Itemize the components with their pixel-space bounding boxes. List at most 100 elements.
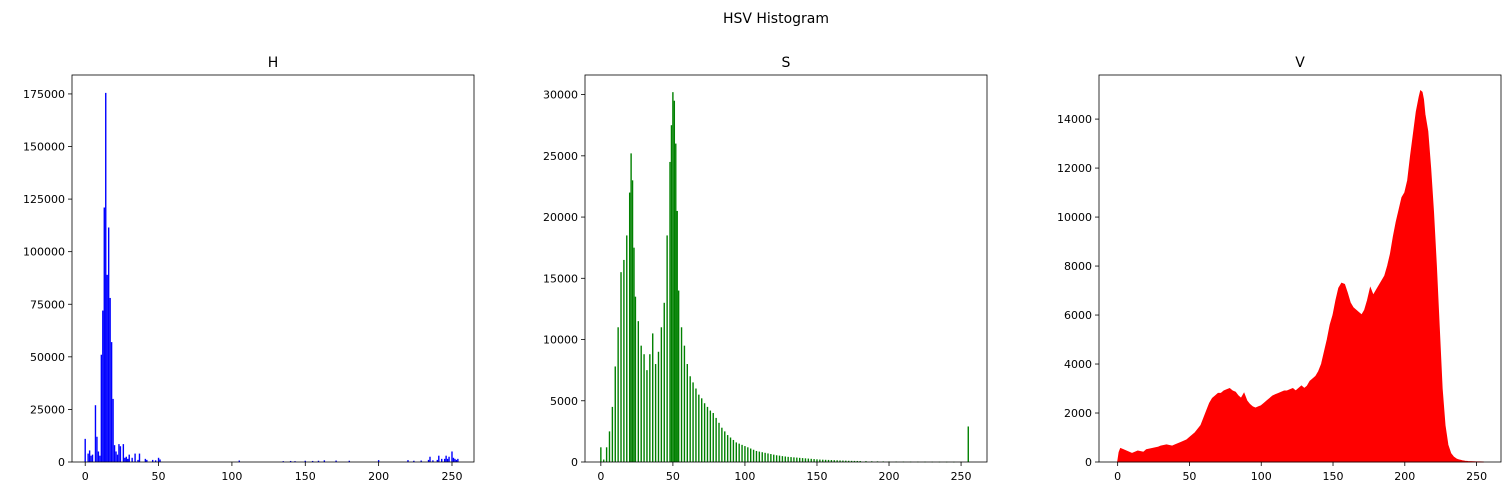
s-histogram-bar (761, 452, 763, 462)
s-histogram-bar (827, 459, 830, 462)
s-x-tick-label: 150 (806, 470, 827, 483)
v-panel-title: V (1295, 55, 1305, 71)
s-histogram-bar (787, 456, 789, 462)
h-axes-frame (71, 74, 475, 463)
s-histogram-bar (856, 460, 859, 462)
s-histogram-bar (611, 406, 614, 462)
h-histogram-bar (110, 342, 113, 462)
h-histogram-bar (282, 461, 284, 462)
h-histogram-bar (102, 310, 104, 462)
s-histogram-bar (712, 413, 714, 462)
s-histogram-bar (698, 394, 700, 462)
s-histogram-bar (692, 382, 694, 462)
h-histogram-bar (88, 450, 91, 462)
h-histogram-bar (420, 460, 422, 462)
s-histogram-bar (646, 370, 648, 462)
s-histogram-bar (729, 437, 732, 462)
h-histogram-bar (131, 457, 133, 462)
s-histogram-bar (628, 192, 631, 462)
v-x-tick-label: 150 (1323, 470, 1344, 483)
s-histogram-bar (836, 460, 838, 462)
h-histogram-bar (118, 444, 120, 462)
s-histogram-bar (764, 452, 766, 462)
s-histogram-bar (859, 461, 861, 462)
h-histogram-bar (96, 436, 98, 462)
v-x-tick-label: 0 (1114, 470, 1121, 483)
h-x-tick-label: 150 (295, 470, 316, 483)
h-x-tick-label: 100 (221, 470, 242, 483)
s-y-tick-label: 0 (571, 456, 578, 469)
h-histogram-bar (457, 458, 459, 462)
s-histogram-bar (666, 235, 668, 462)
s-y-tick-label: 15000 (543, 272, 578, 285)
v-y-tick-label: 14000 (1057, 113, 1092, 126)
s-histogram-bar (673, 100, 676, 462)
s-histogram-bar (741, 444, 743, 462)
h-histogram-bar (128, 454, 130, 462)
v-y-tick-label: 6000 (1064, 309, 1092, 322)
h-histogram-bar (119, 446, 122, 462)
s-histogram-bar (695, 388, 697, 462)
h-y-tick-label: 100000 (23, 246, 65, 259)
v-bars (1117, 90, 1484, 463)
h-histogram-bar (99, 455, 101, 462)
s-histogram-bar (643, 354, 645, 462)
v-histogram-panel: V 0 50 100 150 200 250 0 2000 4000 6000 8000 10000 12… (1057, 55, 1502, 483)
s-histogram-bar (600, 447, 602, 462)
h-histogram-bar (97, 451, 100, 462)
h-y-tick-label: 75000 (30, 298, 65, 311)
h-histogram-bar (84, 438, 86, 462)
s-histogram-bar (680, 327, 683, 462)
s-histogram-bar (865, 461, 867, 462)
s-histogram-bar (735, 442, 737, 462)
s-histogram-bar (816, 459, 818, 462)
h-histogram-bar (106, 274, 108, 462)
s-histogram-bar (758, 451, 761, 462)
s-histogram-bar (967, 426, 969, 462)
v-x-tick-label: 250 (1466, 470, 1487, 483)
s-histogram-bar (701, 398, 703, 462)
s-histogram-bar (724, 431, 726, 462)
h-histogram-bar (112, 398, 114, 462)
h-histogram-bar (113, 445, 116, 462)
h-histogram-bar (407, 460, 409, 462)
h-histogram-bar (413, 460, 415, 462)
s-histogram-bar (813, 459, 815, 462)
h-histogram-bar (127, 458, 129, 462)
v-histogram-area (1117, 90, 1484, 463)
h-histogram-bar (432, 460, 434, 462)
v-y-tick-label: 12000 (1057, 162, 1092, 175)
h-histogram-bar (122, 444, 125, 462)
s-histogram-bar (784, 456, 786, 462)
h-y-tick-label: 25000 (30, 403, 65, 416)
s-histogram-bar (633, 247, 635, 462)
s-histogram-bar (819, 459, 821, 462)
s-histogram-bar (804, 458, 807, 462)
h-histogram-bar (144, 458, 147, 462)
s-histogram-bar (847, 460, 850, 462)
s-histogram-bar (669, 161, 671, 462)
s-histogram-bar (630, 153, 632, 462)
s-histogram-bar (798, 457, 801, 462)
h-histogram-bar (445, 455, 447, 462)
s-histogram-bar (686, 364, 688, 462)
h-histogram-bar (138, 453, 141, 462)
h-y-tick-label: 0 (58, 456, 65, 469)
figure-title: HSV Histogram (723, 11, 829, 27)
s-histogram-bar (726, 435, 729, 462)
h-y-tick-label: 175000 (23, 88, 65, 101)
s-histogram-bar (738, 443, 740, 462)
s-histogram-bar (790, 457, 792, 462)
h-histogram-bar (107, 227, 110, 462)
s-axes-frame (584, 74, 988, 463)
s-histogram-bar (845, 460, 847, 462)
h-histogram-bar (103, 207, 105, 462)
h-histogram-bar (154, 460, 157, 462)
h-histogram-bar (443, 458, 446, 462)
s-y-tick-label: 25000 (543, 150, 578, 163)
s-histogram-bar (654, 364, 657, 462)
s-histogram-bar (640, 345, 642, 462)
s-histogram-bar (767, 453, 769, 462)
s-histogram-bar (672, 92, 674, 463)
